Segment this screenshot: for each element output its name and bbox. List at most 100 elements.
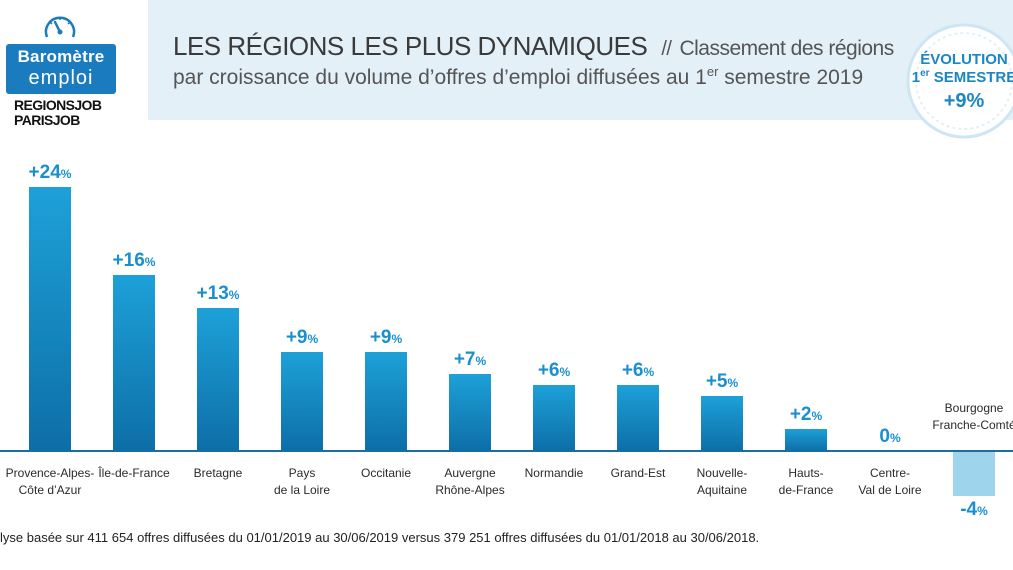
- category-label-line: Grand-Est: [611, 466, 666, 480]
- data-label: -4%: [960, 499, 988, 520]
- bar: [617, 385, 659, 451]
- data-label-percent: %: [476, 354, 487, 368]
- data-label: +5%: [706, 371, 739, 392]
- bar: [701, 396, 743, 451]
- header-band: [0, 0, 1013, 120]
- data-label-number: +7: [454, 349, 476, 370]
- category-label-line: Rhône-Alpes: [435, 483, 504, 497]
- footnote: lyse basée sur 411 654 offres diffusées …: [0, 530, 760, 545]
- badge-label: ÉVOLUTION: [920, 51, 1008, 68]
- logo-badge: Baromètre emploi: [6, 44, 116, 94]
- data-label-number: +13: [197, 283, 229, 304]
- category-label: Bourgogne Franche-Comté: [932, 401, 1013, 432]
- category-label-line: Occitanie: [361, 466, 411, 480]
- category-label: Provence-Alpes- Côte d’Azur: [6, 466, 95, 497]
- badge-period-num: 1: [911, 69, 921, 86]
- category-label: Hauts-de-France: [779, 466, 834, 497]
- data-label-number: +2: [790, 404, 812, 425]
- data-label: +7%: [454, 349, 487, 370]
- category-label: Île-de-France: [97, 465, 170, 480]
- category-label-line: de-France: [779, 483, 834, 497]
- title-separator: //: [661, 38, 672, 60]
- data-label-number: -4: [960, 499, 977, 520]
- category-label: Pays de la Loire: [274, 466, 330, 497]
- category-label-line: Franche-Comté: [932, 418, 1013, 432]
- category-label-line: de la Loire: [274, 483, 330, 497]
- data-label-percent: %: [229, 288, 240, 302]
- data-label-number: 0: [879, 426, 890, 447]
- bar: [785, 429, 827, 451]
- badge-period-sup: er: [920, 68, 930, 79]
- category-label-line: Aquitaine: [697, 483, 747, 497]
- data-label-number: +9: [286, 327, 308, 348]
- badge-period: 1er SEMESTRE: [894, 68, 1013, 86]
- gauge-icon: [44, 16, 76, 38]
- category-label-line: Côte d’Azur: [19, 483, 82, 497]
- subtitle: par croissance du volume d’offres d’empl…: [173, 64, 863, 90]
- data-label: +6%: [622, 360, 655, 381]
- bar: [533, 385, 575, 451]
- data-label-number: +5: [706, 371, 728, 392]
- page-title: LES RÉGIONS LES PLUS DYNAMIQUES // Classem…: [173, 31, 894, 62]
- data-label-percent: %: [977, 504, 988, 518]
- data-label: +2%: [790, 404, 823, 425]
- category-label: Centre- Val de Loire: [858, 466, 921, 497]
- data-label-percent: %: [560, 365, 571, 379]
- data-label-percent: %: [812, 409, 823, 423]
- data-label-percent: %: [61, 167, 72, 181]
- category-label-line: Hauts-: [788, 466, 823, 480]
- data-label-percent: %: [145, 255, 156, 269]
- data-label-number: +16: [113, 250, 145, 271]
- category-label-line: Auvergne: [444, 466, 496, 480]
- category-label-line: Bretagne: [194, 466, 243, 480]
- brand-regionsjob: REGIONSJOB: [14, 97, 102, 113]
- category-label: Nouvelle- Aquitaine: [697, 466, 748, 497]
- bar: [365, 352, 407, 451]
- data-label-number: +24: [29, 162, 62, 183]
- data-label-percent: %: [644, 365, 655, 379]
- category-label-line: Provence-Alpes-: [6, 466, 95, 480]
- data-label-number: +6: [538, 360, 560, 381]
- data-label: +9%: [286, 327, 319, 348]
- data-label-number: +6: [622, 360, 644, 381]
- category-label-line: Île-de-France: [97, 465, 170, 480]
- data-label-percent: %: [890, 431, 901, 445]
- category-label: Occitanie: [361, 466, 411, 480]
- category-label-line: Bourgogne: [945, 401, 1004, 415]
- data-label: +24%: [29, 162, 72, 183]
- badge-period-rest: SEMESTRE: [929, 69, 1013, 86]
- logo-line1: Baromètre: [17, 47, 105, 66]
- category-label-line: Pays: [289, 466, 316, 480]
- category-label-line: Centre-: [870, 466, 910, 480]
- bar: [953, 452, 995, 496]
- data-label: +13%: [197, 283, 240, 304]
- bar: [113, 275, 155, 451]
- data-label-number: +9: [370, 327, 392, 348]
- data-label: +6%: [538, 360, 571, 381]
- category-label: Auvergne Rhône-Alpes: [435, 466, 504, 497]
- badge-circle-icon: [906, 23, 1013, 139]
- bar: [197, 308, 239, 451]
- category-label: Bretagne: [194, 466, 243, 480]
- subtitle-part1: Classement des régions: [679, 37, 894, 60]
- category-label-line: Normandie: [525, 466, 584, 480]
- title-main: LES RÉGIONS LES PLUS DYNAMIQUES: [173, 31, 648, 61]
- brand-parisjob: PARISJOB: [14, 112, 80, 128]
- category-label: Grand-Est: [611, 466, 666, 480]
- category-label-line: Val de Loire: [858, 483, 921, 497]
- data-label: 0%: [879, 426, 901, 447]
- subtitle-sup: er: [706, 64, 719, 79]
- subtitle-text-end: semestre 2019: [718, 66, 864, 89]
- category-label: Normandie: [525, 466, 584, 480]
- data-label: +16%: [113, 250, 156, 271]
- bar-chart: +24% Provence-Alpes- Côte d’Azur +16% Île-de…: [0, 162, 1013, 520]
- bar: [449, 374, 491, 451]
- subtitle-text: par croissance du volume d’offres d’empl…: [173, 66, 707, 89]
- data-label: +9%: [370, 327, 403, 348]
- category-label-line: Nouvelle-: [697, 466, 748, 480]
- logo: Baromètre emploi REGIONSJOB PARISJOB: [0, 0, 148, 143]
- bar: [29, 187, 71, 451]
- badge-value: +9%: [943, 90, 985, 112]
- logo-line2: emploi: [28, 67, 94, 89]
- data-label-percent: %: [392, 332, 403, 346]
